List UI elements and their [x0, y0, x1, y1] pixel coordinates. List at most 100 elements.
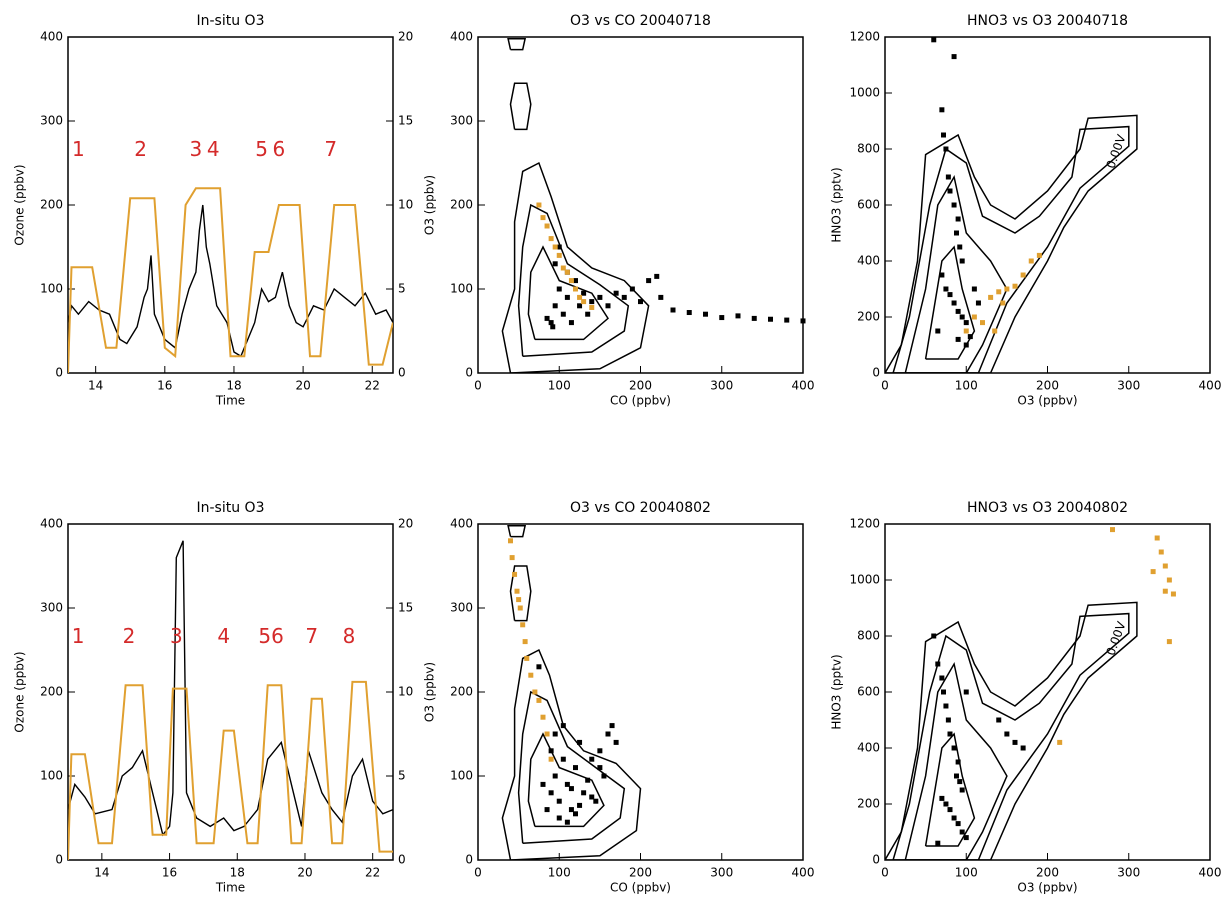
- scatter-point: [589, 756, 595, 762]
- data-line: [68, 204, 393, 358]
- scatter-point: [963, 342, 969, 348]
- y-tick-label: 200: [40, 685, 63, 699]
- scatter-point: [768, 316, 773, 322]
- scatter-point: [548, 748, 554, 754]
- y2-tick-label: 20: [398, 30, 413, 44]
- scatter-point: [1162, 563, 1168, 569]
- scatter-point: [963, 328, 969, 334]
- scatter-point: [975, 300, 981, 306]
- scatter-point: [564, 294, 570, 300]
- scatter-point: [941, 689, 946, 695]
- scatter-point: [646, 278, 652, 284]
- annotation: 5: [255, 137, 268, 161]
- scatter-point: [556, 244, 562, 250]
- contour-line: [527, 732, 605, 828]
- y-axis-label: Ozone (ppbv): [13, 164, 27, 245]
- scatter-point: [573, 278, 578, 284]
- annotation: 2: [123, 624, 136, 648]
- scatter-point: [996, 717, 1002, 723]
- scatter-point: [951, 202, 957, 208]
- scatter-point: [540, 714, 546, 720]
- scatter-point: [1000, 300, 1006, 306]
- x-tick-label: 200: [629, 379, 652, 393]
- scatter-point: [544, 223, 550, 229]
- contour-line: [507, 524, 527, 538]
- x-tick-label: 16: [157, 379, 172, 393]
- scatter-point: [544, 807, 550, 813]
- contour-line: [892, 612, 1130, 860]
- y-tick-label: 100: [450, 282, 473, 296]
- scatter-point: [947, 731, 953, 737]
- scatter-point: [954, 230, 959, 236]
- y-tick-label: 200: [857, 797, 880, 811]
- scatter-point: [980, 320, 985, 326]
- x-axis-label: Time: [215, 881, 245, 895]
- scatter-point: [581, 290, 587, 296]
- scatter-point: [939, 272, 945, 278]
- scatter-point: [1150, 569, 1156, 575]
- y-axis-label: Ozone (ppbv): [13, 651, 27, 732]
- scatter-point: [548, 756, 554, 762]
- chart-title: O3 vs CO 20040802: [570, 500, 711, 516]
- scatter-point: [943, 286, 949, 292]
- scatter-point: [540, 215, 546, 221]
- scatter-point: [544, 731, 550, 737]
- x-tick-label: 300: [710, 379, 733, 393]
- y-tick-label: 300: [40, 114, 63, 128]
- y-tick-label: 600: [857, 198, 880, 212]
- contour-line: [885, 601, 1138, 860]
- scatter-point: [564, 781, 570, 787]
- y-tick-label: 100: [450, 769, 473, 783]
- x-tick-label: 14: [94, 866, 109, 880]
- scatter-point: [992, 328, 998, 334]
- contour-line: [892, 125, 1130, 373]
- scatter-point: [947, 292, 953, 298]
- y-tick-label: 0: [55, 366, 63, 380]
- annotation: 2: [134, 137, 147, 161]
- x-axis-label: CO (ppbv): [610, 394, 671, 408]
- annotation: 56: [258, 624, 283, 648]
- scatter-point: [1154, 535, 1160, 541]
- scatter-point: [931, 633, 937, 639]
- scatter-point: [552, 303, 558, 309]
- scatter-point: [597, 765, 603, 771]
- scatter-point: [520, 622, 526, 628]
- x-tick-label: 100: [548, 866, 571, 880]
- contour-line: [501, 161, 650, 373]
- scatter-point: [536, 697, 542, 703]
- contour-line: [509, 565, 532, 622]
- contour-line: [517, 690, 626, 844]
- scatter-point: [1057, 739, 1063, 745]
- y-tick-label: 1200: [849, 517, 880, 531]
- plot-frame: [477, 36, 804, 374]
- scatter-point: [568, 320, 574, 326]
- y-tick-label: 0: [465, 853, 473, 867]
- scatter-point: [597, 294, 603, 300]
- scatter-point: [947, 188, 953, 194]
- x-tick-label: 18: [230, 866, 245, 880]
- scatter-point: [514, 588, 520, 594]
- scatter-point: [568, 278, 574, 284]
- annotation: 4: [207, 137, 220, 161]
- x-tick-label: 400: [792, 866, 815, 880]
- scatter-point: [943, 801, 949, 807]
- scatter-point: [544, 315, 550, 321]
- y-tick-label: 300: [450, 601, 473, 615]
- scatter-point: [971, 314, 977, 320]
- annotation: 0.00V: [1104, 619, 1129, 657]
- x-tick-label: 400: [1199, 866, 1222, 880]
- scatter-point: [560, 311, 566, 317]
- y-tick-label: 0: [55, 853, 63, 867]
- scatter-point: [509, 555, 515, 561]
- x-tick-label: 100: [955, 866, 978, 880]
- scatter-point: [522, 639, 528, 645]
- data-line: [68, 187, 393, 373]
- y-tick-label: 100: [40, 769, 63, 783]
- scatter-point: [959, 258, 965, 264]
- contour-line: [501, 648, 642, 860]
- scatter-point: [951, 300, 957, 306]
- scatter-point: [1012, 283, 1018, 289]
- y-tick-label: 300: [450, 114, 473, 128]
- contour-line: [924, 732, 976, 847]
- scatter-point: [638, 299, 643, 305]
